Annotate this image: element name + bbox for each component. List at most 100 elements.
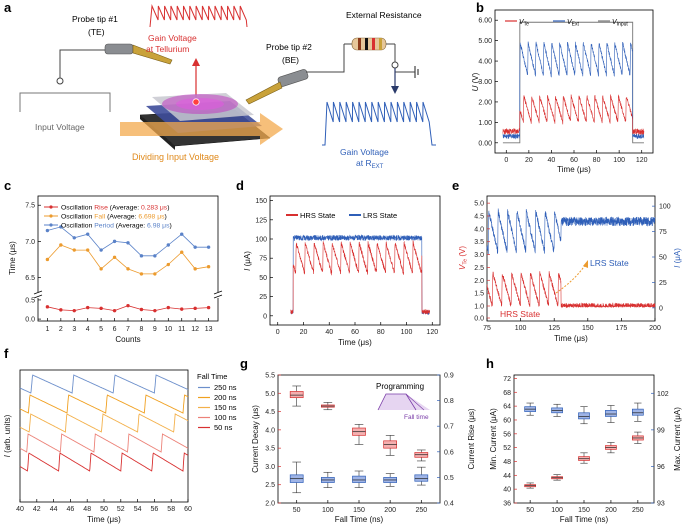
panel-e-ytick-left-label: 4.0 (474, 226, 484, 233)
panel-h-letter: h (486, 356, 494, 371)
rise-point (72, 308, 76, 313)
panel-h-plot: 50 100 150 200 250 36 40 44 48 52 56 60 64 68 72 93 96 99… (503, 376, 669, 514)
panel-h-ylabel-left: Min. Current (μA) (489, 408, 498, 470)
panel-f-xtick-label: 40 (16, 506, 24, 513)
period-point (126, 241, 130, 245)
legend-fall-time-3: 100 ns (214, 413, 237, 422)
panel-g: g 50 100 150 200 250 2.0 2.5 3.0 3.5 4.0 4.5 5.0 5.5… (240, 356, 476, 524)
legend-fall-marker (49, 214, 53, 218)
period-point (193, 245, 197, 249)
panel-c: c 1 2 3 4 5 6 7 8 9 10 11 12 136.57.07.50.00.5 Time … (4, 178, 223, 344)
panel-d-ytick-label: 125 (255, 217, 267, 224)
legend-vext: VExt (567, 19, 580, 28)
fall-point (112, 255, 117, 259)
period-point (45, 228, 50, 233)
inset-pulse (378, 394, 430, 410)
panel-h-ytick-left-label: 44 (503, 473, 511, 480)
axis-break-mark (33, 294, 43, 299)
panel-h-xtick-label: 200 (605, 507, 617, 514)
panel-g-ytick-left-label: 2.0 (265, 501, 275, 508)
programming-inset: Programming Fall time (376, 382, 430, 421)
panel-c-ytick-label: 6.5 (25, 275, 35, 282)
fall-time-1-line (19, 394, 189, 414)
panel-e-xlabel: Time (μs) (554, 334, 588, 343)
panel-f-xtick-label: 48 (83, 506, 91, 513)
panel-h-xtick-label: 250 (632, 507, 644, 514)
resistor-icon (343, 37, 396, 62)
panel-e-ytick-left-label: 1.5 (474, 291, 484, 298)
panel-h-ytick-left-label: 56 (503, 431, 511, 438)
panel-d-xtick-label: 0 (276, 329, 280, 336)
panel-d-xtick-label: 40 (325, 329, 333, 336)
panel-d-ytick-label: 0 (263, 313, 267, 320)
panel-d-ytick-label: 150 (255, 198, 267, 205)
lrs-annotation: LRS State (590, 258, 629, 268)
panel-c-xtick-label: 4 (86, 326, 90, 333)
gain-ext-waveform (322, 101, 436, 146)
panel-c-xtick-label: 13 (205, 326, 213, 333)
legend-fall-time-1: 200 ns (214, 393, 237, 402)
panel-b-xtick-label: 20 (525, 157, 533, 164)
inset-fall-label: Fall time (404, 414, 429, 421)
panel-d: d 0 20 40 60 80 100 120 0 25 50 75 100 125 150 I (μA)… (236, 178, 441, 347)
period-point (86, 232, 90, 236)
panel-b-ytick-label: 4.00 (478, 59, 492, 66)
panel-e-xtick-label: 175 (616, 325, 628, 332)
fall-point (180, 250, 184, 254)
panel-g-ylabel-right: Current Rise (μs) (467, 408, 476, 469)
panel-e-plot: 75 100 125 150 175 200 0.0 1.0 1.5 2.0 2.5 3.0 3.5 4.… (474, 201, 671, 332)
inset-title: Programming (376, 382, 424, 391)
panel-e-ytick-left-label: 1.0 (474, 304, 484, 311)
panel-b-ytick-label: 1.00 (478, 120, 492, 127)
panel-c-xlabel: Counts (115, 335, 140, 344)
panel-g-ytick-left-label: 4.0 (265, 427, 275, 434)
vte-line (502, 94, 645, 136)
panel-b-ytick-label: 5.00 (478, 38, 492, 45)
period-point (59, 225, 63, 229)
rise-point (126, 303, 130, 308)
period-point (112, 239, 117, 244)
panel-g-ytick-left-label: 5.5 (265, 373, 275, 380)
panel-e: e 75 100 125 150 175 200 0.0 1.0 1.5 2.0 2.5 3.0 3.5… (452, 178, 682, 343)
fall-time-3-line (19, 433, 189, 453)
panel-h-xtick-label: 100 (551, 507, 563, 514)
panel-d-xlabel: Time (μs) (338, 338, 372, 347)
panel-g-xtick-label: 250 (415, 507, 427, 514)
panel-c-legend: Oscillation Rise (Average: 0.283 μs) Osc… (44, 205, 172, 230)
panel-e-xtick-label: 75 (483, 325, 491, 332)
gain-ext-arrowhead (391, 86, 399, 94)
probe1-wire (59, 49, 105, 78)
max-current-box (578, 412, 590, 420)
panel-g-letter: g (240, 356, 248, 371)
hrs-line (290, 239, 430, 315)
ext-terminal (391, 61, 399, 69)
panel-g-ytick-left-label: 3.0 (265, 464, 275, 471)
panel-d-ytick-label: 25 (259, 294, 267, 301)
panel-d-ylabel: I (μA) (243, 251, 252, 271)
panel-b-ylabel: U (V) (471, 72, 480, 91)
panel-d-xtick-label: 80 (377, 329, 385, 336)
panel-h-ytick-left-label: 60 (503, 417, 511, 424)
current-line (486, 208, 656, 255)
switch-arrowhead (583, 260, 588, 268)
panel-g-ytick-left-label: 3.5 (265, 446, 275, 453)
max-current-box (631, 408, 644, 416)
panel-c-ytick-label: 0.0 (25, 317, 35, 324)
panel-e-ytick-left-label: 3.0 (474, 252, 484, 259)
legend-vte: VTe (519, 19, 529, 28)
panel-d-ytick-label: 100 (255, 237, 267, 244)
panel-c-xtick-label: 9 (153, 326, 157, 333)
panel-f-xtick-label: 52 (117, 506, 125, 513)
axis-break-gap (216, 292, 221, 298)
panel-e-xtick-label: 200 (649, 325, 661, 332)
fall-point (206, 264, 211, 269)
panel-f-xtick-label: 42 (33, 506, 41, 513)
panel-c-xtick-label: 7 (126, 326, 130, 333)
axis-break-mark (213, 290, 223, 295)
gain-te-arrowhead (192, 58, 200, 66)
legend-fall-time-0: 250 ns (214, 383, 237, 392)
panel-h-ytick-left-label: 48 (503, 459, 511, 466)
fall-time-0-line (19, 374, 189, 394)
panel-h-ytick-left-label: 72 (503, 376, 511, 383)
panel-c-ylabel: Time (μs) (8, 241, 17, 275)
